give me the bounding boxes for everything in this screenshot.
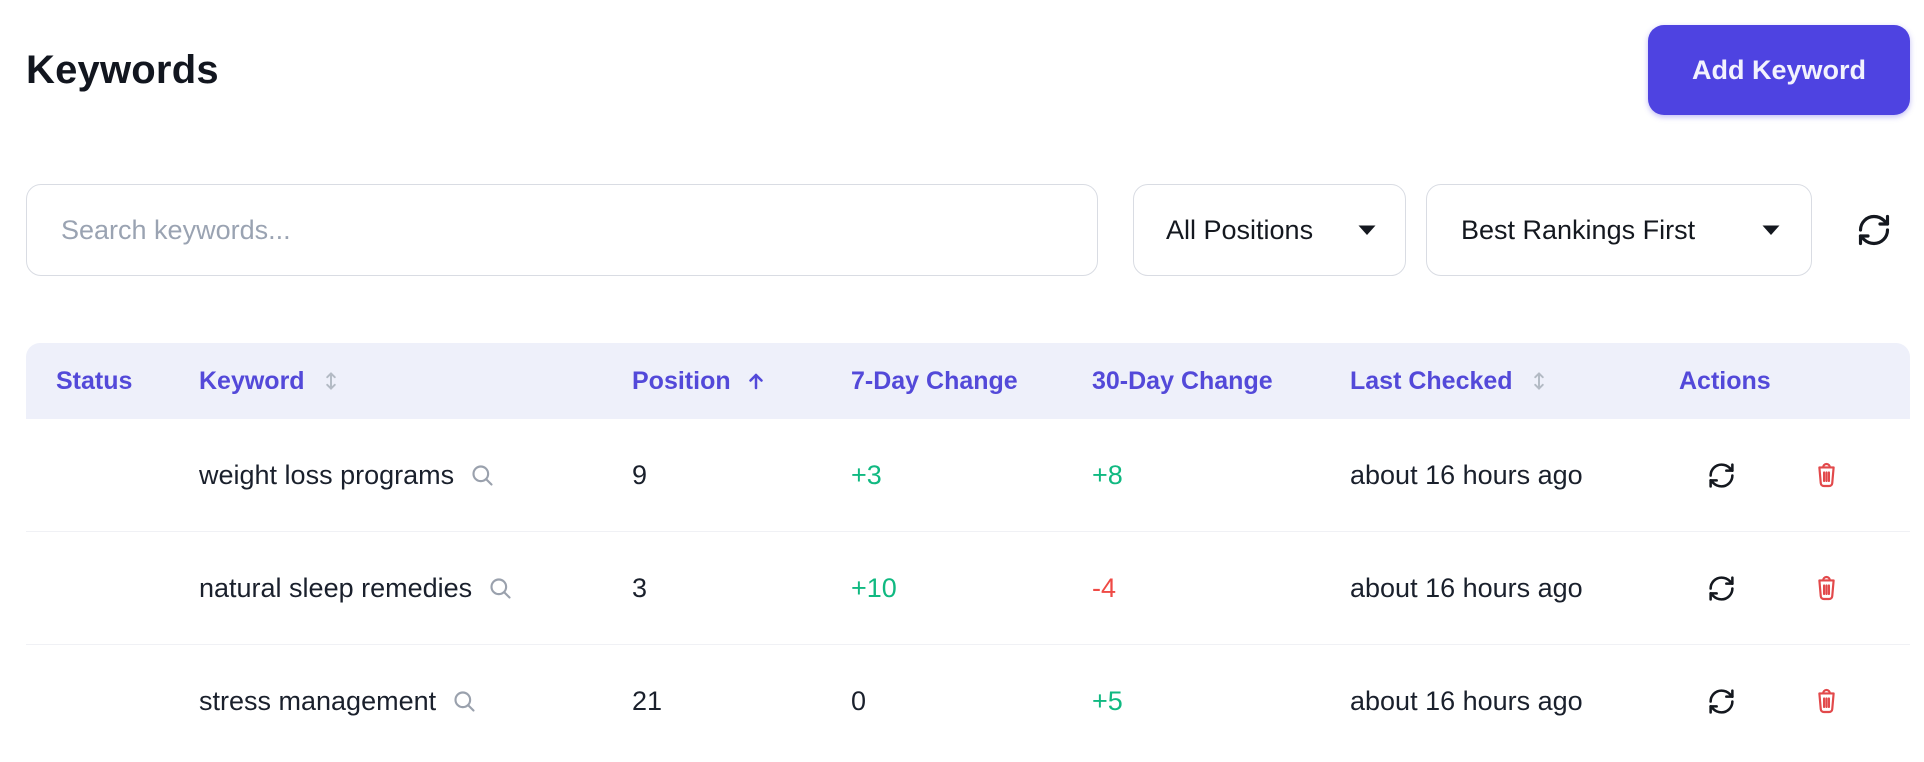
sort-order-value: Best Rankings First bbox=[1461, 214, 1696, 245]
delete-keyword-button[interactable] bbox=[1812, 461, 1841, 490]
actions-cell bbox=[1679, 461, 1910, 490]
refresh-keyword-button[interactable] bbox=[1707, 574, 1736, 603]
sort-updown-icon bbox=[318, 368, 344, 394]
trash-icon bbox=[1812, 574, 1841, 603]
keyword-cell: natural sleep remedies bbox=[199, 573, 632, 604]
table-row: weight loss programs 9 +3 +8 about 16 ho… bbox=[26, 419, 1910, 532]
search-input[interactable] bbox=[26, 184, 1098, 276]
keyword-text: natural sleep remedies bbox=[199, 572, 473, 603]
keyword-text: weight loss programs bbox=[199, 459, 455, 490]
table-header-row: Status Keyword Position 7-Da bbox=[26, 343, 1910, 419]
chevron-down-icon bbox=[1761, 224, 1781, 236]
delete-keyword-button[interactable] bbox=[1812, 687, 1841, 716]
delete-keyword-button[interactable] bbox=[1812, 574, 1841, 603]
column-header-7day-change: 7-Day Change bbox=[851, 366, 1018, 395]
keyword-cell: weight loss programs bbox=[199, 460, 632, 491]
position-value: 3 bbox=[632, 572, 648, 603]
position-value: 9 bbox=[632, 459, 648, 490]
change-30day-value: -4 bbox=[1092, 572, 1117, 603]
add-keyword-button[interactable]: Add Keyword bbox=[1647, 25, 1910, 115]
actions-cell bbox=[1679, 574, 1910, 603]
change-7day-value: 0 bbox=[851, 686, 867, 716]
change-30day-value: +8 bbox=[1092, 459, 1123, 490]
keyword-text: stress management bbox=[199, 686, 437, 716]
keyword-cell: stress management bbox=[199, 686, 632, 717]
column-header-actions: Actions bbox=[1679, 366, 1771, 395]
last-checked-value: about 16 hours ago bbox=[1350, 572, 1583, 603]
table-row: natural sleep remedies 3 +10 -4 about 16… bbox=[26, 532, 1910, 645]
column-header-30day-change: 30-Day Change bbox=[1092, 366, 1273, 395]
change-7day-value: +3 bbox=[851, 459, 882, 490]
sort-order-select[interactable]: Best Rankings First bbox=[1426, 184, 1812, 276]
change-30day-value: +5 bbox=[1092, 686, 1123, 716]
last-checked-value: about 16 hours ago bbox=[1350, 686, 1583, 716]
change-7day-value: +10 bbox=[851, 572, 897, 603]
refresh-keyword-button[interactable] bbox=[1707, 687, 1736, 716]
column-header-position[interactable]: Position bbox=[632, 367, 851, 396]
search-icon[interactable] bbox=[469, 462, 496, 489]
column-header-last-checked[interactable]: Last Checked bbox=[1350, 367, 1679, 396]
page-title: Keywords bbox=[26, 47, 219, 92]
position-filter-select[interactable]: All Positions bbox=[1133, 184, 1406, 276]
sort-up-icon bbox=[744, 369, 768, 393]
sort-updown-icon bbox=[1526, 368, 1552, 394]
position-filter-value: All Positions bbox=[1166, 214, 1314, 245]
refresh-icon bbox=[1856, 212, 1892, 248]
trash-icon bbox=[1812, 461, 1841, 490]
column-header-status: Status bbox=[56, 366, 133, 395]
search-icon[interactable] bbox=[487, 575, 514, 602]
keywords-table: Status Keyword Position 7-Da bbox=[26, 343, 1910, 758]
chevron-down-icon bbox=[1357, 224, 1377, 236]
column-header-keyword[interactable]: Keyword bbox=[199, 367, 632, 396]
refresh-icon bbox=[1707, 687, 1736, 716]
refresh-icon bbox=[1707, 574, 1736, 603]
filter-toolbar: All Positions Best Rankings First bbox=[26, 184, 1910, 276]
refresh-icon bbox=[1707, 461, 1736, 490]
position-value: 21 bbox=[632, 686, 663, 716]
actions-cell bbox=[1679, 687, 1910, 716]
trash-icon bbox=[1812, 687, 1841, 716]
search-icon[interactable] bbox=[451, 688, 478, 715]
refresh-keyword-button[interactable] bbox=[1707, 461, 1736, 490]
page-header: Keywords Add Keyword bbox=[26, 0, 1910, 116]
table-row: stress management 21 0 +5 about 16 hours… bbox=[26, 645, 1910, 758]
last-checked-value: about 16 hours ago bbox=[1350, 459, 1583, 490]
refresh-all-button[interactable] bbox=[1854, 184, 1894, 276]
